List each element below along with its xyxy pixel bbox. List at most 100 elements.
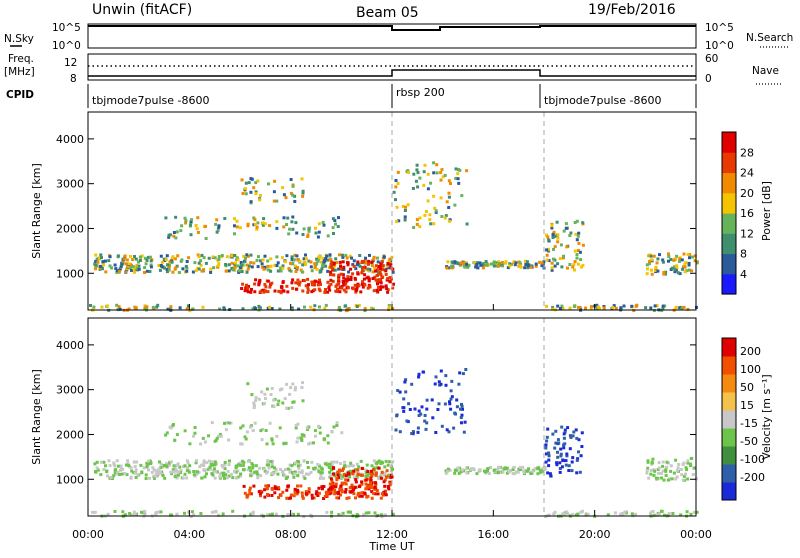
velocity-cell [264, 429, 268, 432]
velocity-cell [353, 485, 357, 489]
velocity-cell [112, 474, 116, 478]
nsearch-tick-high: 10^5 [705, 22, 734, 34]
power-cell [379, 273, 383, 277]
velocity-cell [547, 513, 551, 517]
power-cell [253, 282, 257, 286]
velocity-cell [185, 476, 189, 480]
power-cell [350, 256, 354, 260]
velocity-cell [329, 468, 333, 472]
power-cell [240, 287, 244, 290]
power-cell [556, 304, 560, 308]
power-cell [394, 198, 397, 202]
power-cell [199, 263, 203, 267]
power-cell [551, 233, 555, 237]
velocity-cell [364, 468, 368, 472]
velocity-cell [289, 493, 293, 497]
velocity-cell [286, 475, 289, 479]
velocity-cell [352, 476, 356, 480]
velocity-cell [376, 476, 380, 480]
power-cell [217, 225, 221, 229]
y-tick-label: 3000 [56, 178, 84, 191]
velocity-cell [369, 471, 373, 475]
velocity-cell [492, 468, 496, 472]
power-cell [650, 258, 654, 262]
power-cell [244, 192, 248, 196]
power-cell [296, 282, 300, 285]
velocity-cell [262, 467, 266, 471]
velocity-cell [193, 470, 197, 473]
velocity-cell [251, 429, 255, 432]
power-cell [655, 304, 659, 308]
velocity-cell [370, 464, 374, 468]
velocity-cell [267, 466, 271, 470]
velocity-cell [335, 496, 339, 500]
velocity-cell [349, 510, 352, 514]
power-cell [550, 224, 554, 228]
velocity-cell [356, 472, 360, 476]
power-cell [151, 305, 155, 309]
power-cell [338, 290, 342, 294]
velocity-cell [621, 512, 625, 516]
power-cell [252, 261, 256, 265]
power-cell [344, 304, 348, 308]
power-cell [289, 191, 293, 195]
velocity-cell [543, 466, 547, 470]
velocity-heatmap [91, 318, 699, 519]
velocity-cell [345, 496, 349, 500]
power-cell [240, 270, 244, 274]
power-cell [497, 264, 501, 268]
power-cell [290, 257, 294, 261]
power-cell [323, 306, 327, 310]
power-cell [362, 260, 365, 264]
velocity-cell [343, 464, 347, 468]
power-cell [356, 260, 360, 264]
power-cell [158, 268, 162, 272]
velocity-cell [456, 467, 460, 470]
velocity-cell [222, 471, 226, 475]
power-cell [575, 253, 579, 257]
velocity-cell [465, 471, 469, 475]
power-cell [123, 254, 127, 258]
velocity-cell [341, 511, 345, 515]
power-cell [307, 283, 310, 287]
velocity-cell [562, 443, 566, 447]
velocity-cell [154, 474, 158, 478]
power-cell [342, 265, 346, 269]
velocity-cell [121, 510, 125, 514]
power-cell [364, 256, 367, 260]
power-cell [573, 304, 577, 308]
power-cell [308, 226, 311, 230]
power-cell [262, 290, 266, 294]
velocity-cell [271, 512, 274, 516]
velocity-cell [94, 470, 97, 473]
power-cell [130, 268, 133, 272]
velocity-cell [185, 466, 189, 470]
velocity-cell [557, 441, 561, 445]
power-cell [191, 307, 195, 311]
velocity-cell [433, 382, 437, 386]
power-cell [647, 262, 651, 266]
velocity-cell [364, 511, 368, 515]
power-cell [681, 265, 685, 269]
velocity-cell [292, 475, 296, 479]
power-cell [331, 217, 335, 221]
power-cell [354, 288, 358, 292]
power-cell [98, 256, 101, 260]
power-cell [379, 279, 383, 282]
power-cell [243, 187, 247, 191]
power-cell [353, 283, 357, 287]
power-cell [352, 264, 356, 268]
power-cell [254, 192, 258, 196]
velocity-cell [536, 466, 540, 470]
velocity-cell [391, 467, 394, 471]
velocity-cell [649, 511, 652, 515]
power-cell [674, 305, 678, 309]
power-cell [94, 259, 98, 263]
velocity-cell [666, 478, 670, 482]
velocity-cell [650, 461, 654, 465]
power-cell [667, 259, 670, 263]
power-cell [512, 260, 516, 264]
power-cell [285, 254, 289, 258]
power-cell [492, 264, 496, 268]
velocity-cell [375, 489, 379, 492]
